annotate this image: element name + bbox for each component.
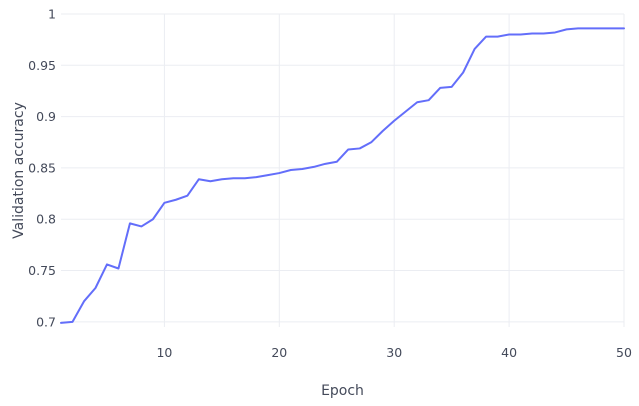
- x-tick-label: 40: [501, 345, 517, 360]
- series-line: [60, 27, 625, 324]
- y-tick-label: 0.9: [36, 109, 56, 124]
- y-tick-label: 0.75: [28, 263, 56, 278]
- y-axis-title: Validation accuracy: [11, 102, 27, 239]
- y-tick-label: 0.85: [28, 160, 56, 175]
- axis-titles: Epoch Validation accuracy: [11, 102, 364, 399]
- tick-labels: 10 20 30 40 50 0.7 0.75 0.8 0.85 0.9 0.95 1: [28, 7, 632, 361]
- y-tick-label: 0.95: [28, 58, 56, 73]
- y-tick-label: 1: [48, 7, 56, 22]
- x-tick-label: 30: [386, 345, 402, 360]
- y-tick-label: 0.8: [36, 212, 56, 227]
- x-axis-title: Epoch: [321, 383, 364, 399]
- series-lines: [60, 27, 625, 324]
- grid-lines: [61, 13, 625, 327]
- x-tick-label: 10: [156, 345, 172, 360]
- x-tick-label: 20: [271, 345, 287, 360]
- y-tick-label: 0.7: [36, 314, 56, 329]
- x-tick-label: 50: [616, 345, 632, 360]
